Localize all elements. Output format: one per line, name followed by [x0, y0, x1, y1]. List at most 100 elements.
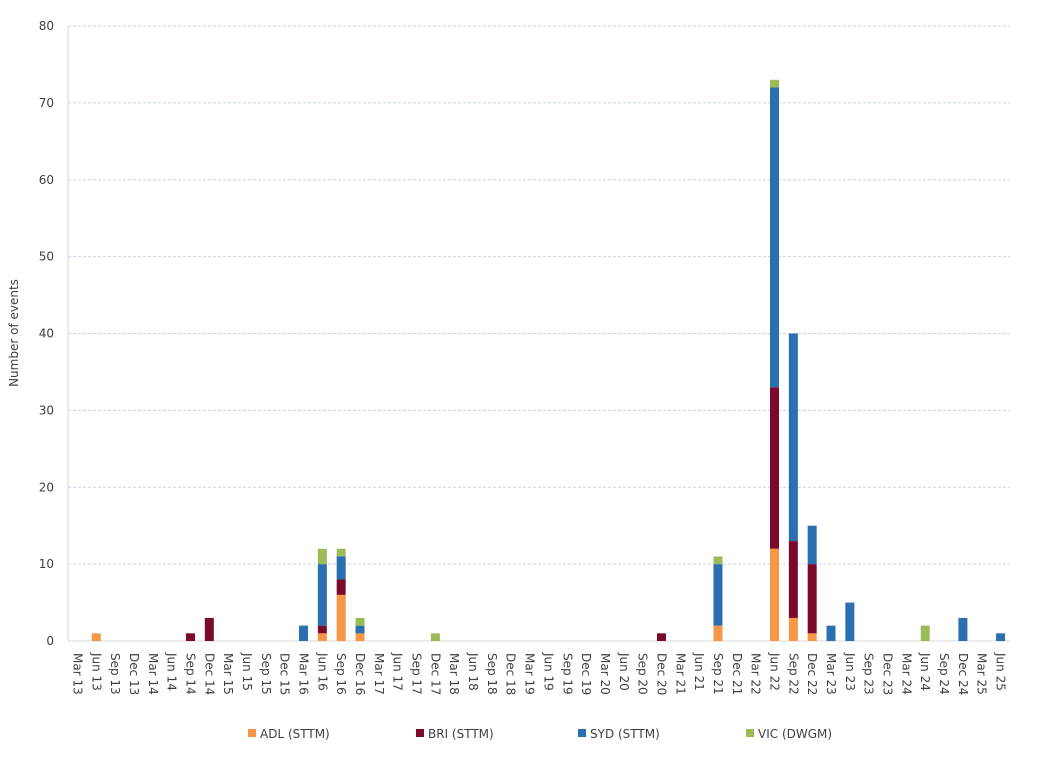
x-tick-label: Mar 18 [447, 653, 461, 695]
bar-segment [336, 556, 346, 580]
x-tick-label: Mar 14 [146, 653, 160, 695]
x-tick-label: Mar 17 [372, 653, 386, 695]
bar-segment [317, 625, 327, 634]
x-tick-label: Jun 13 [89, 652, 103, 691]
bar-segment [299, 625, 308, 641]
x-tick-label: Jun 21 [692, 652, 706, 691]
y-tick-label: 80 [39, 19, 54, 33]
x-tick-label: Jun 25 [994, 652, 1008, 691]
x-tick-label: Mar 21 [673, 653, 687, 695]
y-tick-label: 0 [46, 634, 54, 648]
bar-segment [845, 602, 855, 641]
legend-label: ADL (STTM) [260, 727, 330, 741]
bar-segment [770, 548, 779, 641]
legend-swatch [746, 729, 754, 737]
y-tick-label: 40 [39, 327, 54, 341]
x-tick-label: Sep 17 [410, 653, 424, 695]
legend-label: VIC (DWGM) [758, 727, 832, 741]
bar-segment [788, 333, 798, 542]
bar-segment [713, 564, 723, 626]
x-tick-label: Sep 20 [636, 653, 650, 695]
x-tick-label: Dec 23 [881, 653, 895, 695]
x-tick-label: Sep 24 [937, 653, 951, 695]
x-tick-label: Jun 17 [391, 652, 405, 691]
y-tick-label: 60 [39, 173, 54, 187]
y-tick-label: 50 [39, 250, 54, 264]
x-tick-label: Mar 15 [221, 653, 235, 695]
legend-swatch [416, 729, 424, 737]
x-tick-label: Sep 19 [560, 653, 574, 695]
x-tick-label: Sep 18 [485, 653, 499, 695]
x-tick-label: Mar 13 [70, 653, 84, 695]
bar-segment [185, 633, 195, 641]
x-tick-label: Dec 24 [956, 653, 970, 695]
legend-label: BRI (STTM) [428, 727, 494, 741]
bar-segment [770, 387, 779, 549]
x-tick-label: Sep 23 [862, 653, 876, 695]
bar-segment [713, 556, 723, 565]
x-tick-label: Sep 14 [183, 653, 197, 695]
bar-segment [788, 617, 798, 641]
x-tick-label: Dec 20 [654, 653, 668, 695]
x-tick-label: Sep 15 [259, 653, 273, 695]
x-tick-label: Dec 14 [202, 653, 216, 695]
legend-swatch [578, 729, 586, 737]
bar-segment [770, 87, 779, 388]
x-tick-label: Jun 18 [466, 652, 480, 691]
bar-segment [355, 617, 365, 626]
y-axis-title: Number of events [7, 279, 21, 387]
bar-segment [355, 625, 365, 634]
y-tick-label: 30 [39, 403, 54, 417]
bar-segment [336, 594, 346, 641]
x-tick-label: Sep 16 [334, 653, 348, 695]
x-tick-label: Jun 22 [768, 652, 782, 691]
bar-segment [317, 564, 327, 626]
bar-segment [958, 617, 968, 641]
x-tick-label: Dec 16 [353, 653, 367, 695]
x-tick-label: Mar 25 [975, 653, 989, 695]
x-tick-label: Jun 14 [165, 652, 179, 691]
bar-segment [807, 525, 817, 565]
x-tick-label: Dec 19 [579, 653, 593, 695]
x-tick-label: Jun 20 [617, 652, 631, 691]
x-tick-label: Dec 21 [730, 653, 744, 695]
x-tick-label: Jun 15 [240, 652, 254, 691]
bar-segment [336, 548, 346, 557]
x-tick-label: Sep 13 [108, 653, 122, 695]
y-tick-label: 20 [39, 480, 54, 494]
bar-segment [920, 625, 930, 641]
bar-segment [204, 617, 214, 641]
legend-swatch [248, 729, 256, 737]
x-tick-label: Sep 22 [786, 653, 800, 695]
x-tick-label: Mar 24 [899, 653, 913, 695]
bar-segment [355, 633, 365, 641]
x-tick-label: Jun 23 [843, 652, 857, 691]
x-tick-label: Mar 16 [297, 653, 311, 695]
x-tick-label: Jun 16 [315, 652, 329, 691]
x-tick-label: Dec 17 [428, 653, 442, 695]
bar-segment [807, 633, 817, 641]
x-tick-label: Mar 20 [598, 653, 612, 695]
x-tick-label: Dec 18 [504, 653, 518, 695]
x-tick-label: Mar 22 [749, 653, 763, 695]
bar-segment [713, 625, 723, 641]
bar-segment [91, 633, 101, 641]
x-tick-label: Sep 21 [711, 653, 725, 695]
bar-segment [788, 541, 798, 618]
bar-segment [826, 625, 836, 641]
bar-segment [336, 579, 346, 595]
x-tick-label: Jun 19 [541, 652, 555, 691]
bar-segment [996, 633, 1006, 641]
bar-segment [770, 79, 779, 88]
bar-segment [430, 633, 440, 641]
y-tick-label: 10 [39, 557, 54, 571]
y-tick-label: 70 [39, 96, 54, 110]
bar-segment [317, 548, 327, 565]
x-tick-label: Dec 22 [805, 653, 819, 695]
bar-segment [317, 633, 327, 641]
x-tick-label: Dec 13 [127, 653, 141, 695]
legend-label: SYD (STTM) [590, 727, 660, 741]
x-tick-label: Jun 24 [918, 652, 932, 691]
bar-segment [656, 633, 666, 641]
